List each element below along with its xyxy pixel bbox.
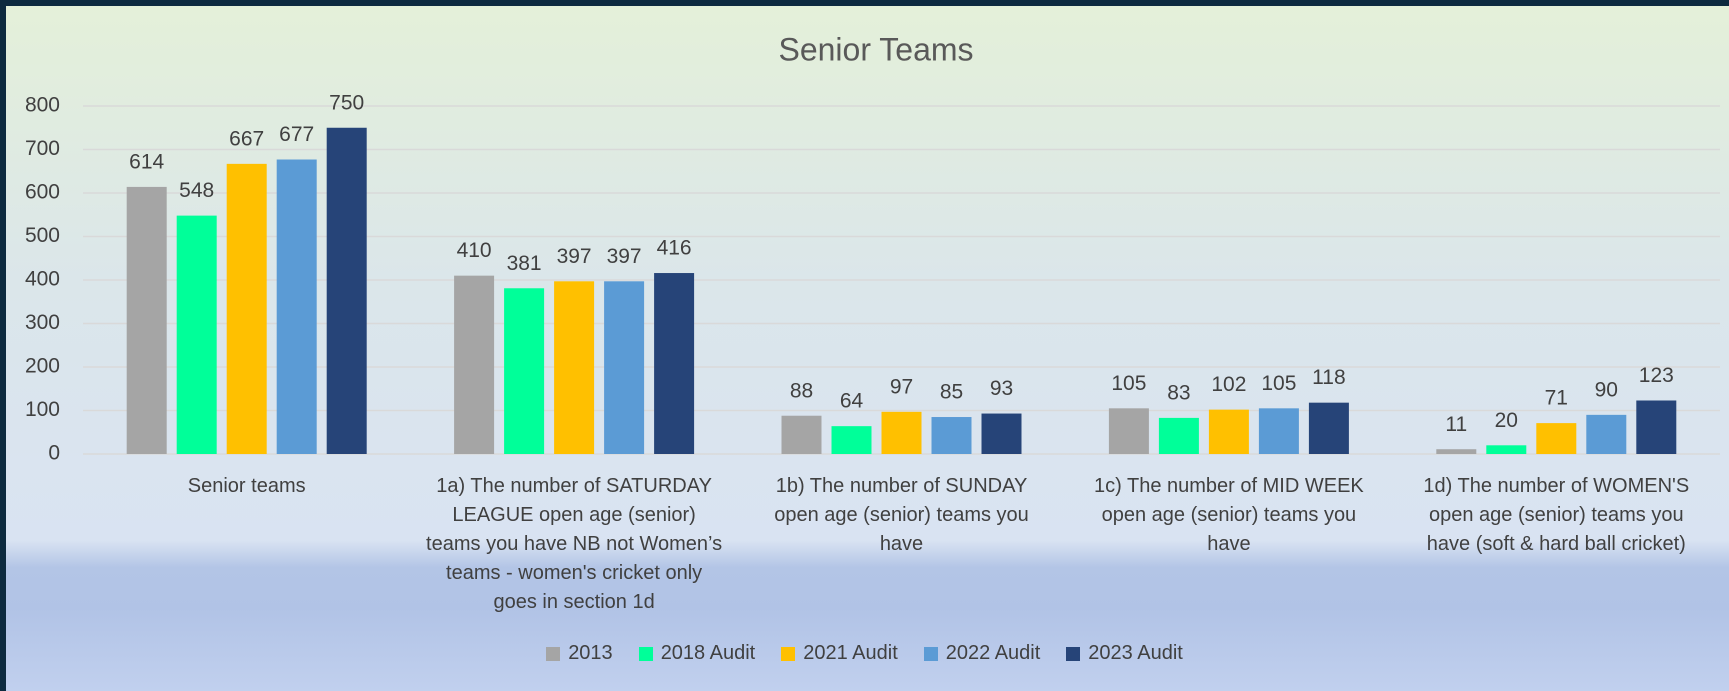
bar — [1258, 408, 1299, 454]
y-tick-label: 600 — [25, 181, 60, 204]
legend-swatch — [1066, 646, 1081, 661]
bar — [1108, 408, 1149, 454]
y-tick-label: 100 — [25, 398, 60, 421]
bar — [1308, 402, 1349, 454]
bar — [504, 288, 545, 454]
bar — [276, 159, 317, 454]
legend-label: 2018 Audit — [660, 642, 756, 664]
bar — [981, 413, 1022, 454]
bar — [454, 275, 495, 454]
bar — [654, 273, 695, 454]
data-label: 410 — [457, 239, 492, 262]
bar — [1436, 449, 1477, 454]
data-label: 118 — [1312, 366, 1345, 389]
data-label: 416 — [657, 237, 692, 260]
data-label: 20 — [1495, 409, 1518, 432]
data-label: 102 — [1211, 373, 1246, 396]
x-tick-label: 1c) The number of MID WEEK open age (sen… — [1094, 475, 1364, 555]
bar — [831, 426, 872, 454]
data-label: 64 — [840, 390, 864, 413]
y-tick-label: 300 — [25, 311, 60, 334]
x-tick-label: Senior teams — [187, 475, 306, 497]
y-tick-label: 500 — [25, 224, 60, 247]
legend-item: 2018 Audit — [638, 642, 756, 665]
data-label: 667 — [229, 127, 264, 150]
bar — [176, 215, 217, 454]
data-label: 123 — [1639, 364, 1674, 387]
data-label: 614 — [129, 150, 164, 173]
legend-label: 2022 Audit — [945, 642, 1041, 664]
bar — [881, 411, 922, 454]
bar — [1158, 417, 1199, 454]
data-label: 105 — [1111, 372, 1146, 395]
bar — [326, 127, 367, 454]
bar — [554, 281, 595, 454]
data-label: 548 — [179, 179, 214, 202]
data-label: 105 — [1261, 372, 1296, 395]
data-label: 750 — [329, 91, 364, 114]
bar — [1486, 445, 1527, 454]
x-tick-label: 1a) The number of SATURDAY LEAGUE open a… — [426, 475, 723, 613]
legend-swatch — [781, 646, 796, 661]
y-tick-label: 0 — [48, 442, 60, 465]
legend-item: 2023 Audit — [1066, 642, 1183, 665]
legend-label: 2023 Audit — [1088, 642, 1183, 664]
x-tick-label: 1d) The number of WOMEN'S open age (seni… — [1423, 475, 1690, 555]
legend-swatch — [546, 646, 561, 661]
data-label: 677 — [279, 123, 314, 146]
data-label: 90 — [1595, 378, 1618, 401]
data-label: 11 — [1445, 413, 1467, 436]
legend-label: 2021 Audit — [803, 642, 898, 664]
bar — [604, 281, 645, 454]
legend-label: 2013 — [568, 642, 613, 664]
legend-item: 2021 Audit — [781, 642, 898, 665]
legend: 2013 2018 Audit 2021 Audit 2022 Audit 2023 A… — [0, 642, 1729, 665]
bar — [1208, 409, 1249, 454]
legend-item: 2013 — [546, 642, 613, 665]
bar — [931, 417, 972, 454]
x-tick-label: 1b) The number of SUNDAY open age (senio… — [774, 475, 1029, 555]
bar — [1536, 423, 1577, 454]
data-label: 83 — [1167, 381, 1190, 404]
data-label: 93 — [990, 377, 1013, 400]
data-label: 381 — [507, 252, 542, 275]
data-label: 397 — [607, 245, 642, 268]
bar — [226, 163, 267, 455]
bar — [781, 415, 822, 454]
legend-swatch — [638, 646, 653, 661]
bar — [1636, 400, 1677, 454]
y-tick-label: 700 — [25, 137, 60, 160]
chart-title: Senior Teams — [778, 31, 973, 67]
data-label: 85 — [940, 381, 963, 404]
legend-swatch — [923, 646, 938, 661]
bar — [126, 186, 167, 454]
y-tick-label: 200 — [25, 355, 60, 378]
data-label: 397 — [557, 245, 592, 268]
bar — [1586, 414, 1627, 454]
data-label: 88 — [790, 379, 813, 402]
data-label: 97 — [890, 375, 913, 398]
data-label: 71 — [1545, 387, 1568, 410]
legend-item: 2022 Audit — [923, 642, 1041, 665]
y-tick-label: 800 — [25, 94, 60, 117]
y-tick-label: 400 — [25, 268, 60, 291]
